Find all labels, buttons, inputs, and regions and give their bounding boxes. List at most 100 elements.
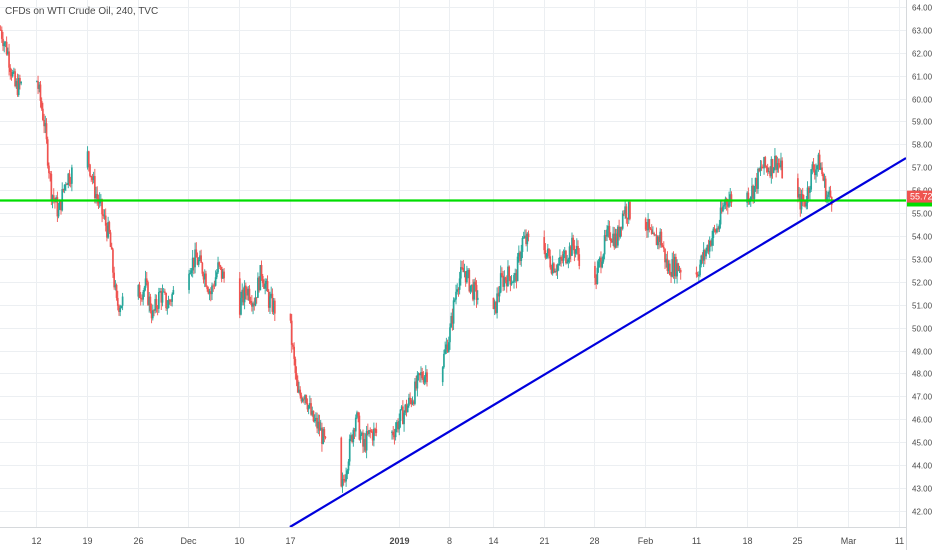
candle-body[interactable] [445,344,448,350]
candle-body[interactable] [160,291,163,303]
candle-body[interactable] [205,273,207,287]
candle-body[interactable] [771,159,774,173]
candle-body[interactable] [374,428,376,430]
candle-body[interactable] [8,51,10,68]
candle-body[interactable] [816,165,819,170]
candle-body[interactable] [823,178,826,181]
candle-body[interactable] [90,175,93,178]
candle-body[interactable] [719,207,722,225]
candle-body[interactable] [520,251,523,261]
candle-body[interactable] [514,273,517,276]
candle-body[interactable] [42,108,44,120]
candle-body[interactable] [159,291,161,293]
candle-body[interactable] [191,257,194,271]
candle-body[interactable] [321,427,323,444]
candle-body[interactable] [806,187,809,203]
candle-body[interactable] [602,254,605,262]
candle-body[interactable] [653,233,655,235]
candle-body[interactable] [496,293,498,313]
candle-body[interactable] [4,41,7,44]
candle-body[interactable] [293,346,295,359]
candle-body[interactable] [569,246,572,256]
candle-body[interactable] [5,41,8,55]
candle-body[interactable] [597,261,600,268]
candle-body[interactable] [702,250,705,261]
candle-body[interactable] [363,439,366,447]
candle-body[interactable] [492,297,495,309]
candle-body[interactable] [758,168,761,172]
candle-body[interactable] [495,301,497,313]
candle-body[interactable] [269,296,271,308]
candle-body[interactable] [39,84,42,101]
candle-body[interactable] [422,378,425,383]
candle-body[interactable] [621,213,624,229]
candle-body[interactable] [16,81,19,95]
candle-body[interactable] [775,155,777,170]
candle-body[interactable] [817,154,820,166]
candle-body[interactable] [48,165,50,174]
candle-body[interactable] [66,184,68,186]
candle-body[interactable] [764,157,767,167]
candle-body[interactable] [113,272,116,288]
candle-body[interactable] [150,310,153,319]
candle-body[interactable] [423,376,426,383]
candle-body[interactable] [724,198,727,206]
candle-body[interactable] [707,245,710,252]
candle-body[interactable] [665,258,668,263]
candle-body[interactable] [762,167,764,169]
candle-body[interactable] [819,167,822,170]
candle-body[interactable] [116,297,119,306]
candle-body[interactable] [456,289,459,292]
candle-body[interactable] [799,194,802,210]
candle-body[interactable] [563,250,566,255]
candle-body[interactable] [109,232,112,247]
candle-body[interactable] [348,438,351,462]
candle-body[interactable] [658,236,660,242]
candle-body[interactable] [299,389,302,396]
candle-body[interactable] [729,194,732,200]
candle-body[interactable] [766,167,769,172]
candle-body[interactable] [751,185,753,197]
candle-body[interactable] [211,285,213,295]
candle-body[interactable] [611,240,613,243]
candle-body[interactable] [714,229,717,233]
candle-body[interactable] [754,178,757,187]
candle-body[interactable] [214,277,217,286]
candle-body[interactable] [527,233,530,238]
candle-body[interactable] [86,151,89,168]
candle-body[interactable] [809,189,811,193]
candle-body[interactable] [395,422,398,429]
candle-body[interactable] [577,245,579,255]
candle-body[interactable] [202,273,205,280]
candle-body[interactable] [38,84,41,89]
candle-body[interactable] [307,405,310,410]
candle-body[interactable] [613,233,616,248]
candle-body[interactable] [421,372,424,379]
candle-body[interactable] [267,291,270,308]
candle-body[interactable] [296,380,299,393]
candle-body[interactable] [553,263,555,273]
candle-body[interactable] [829,190,832,197]
candle-body[interactable] [255,297,258,299]
candle-body[interactable] [801,194,804,201]
candle-body[interactable] [811,164,814,170]
candle-body[interactable] [121,296,124,306]
candle-body[interactable] [138,285,141,298]
candle-body[interactable] [358,415,361,440]
candle-body[interactable] [213,285,216,287]
trend-line[interactable] [289,157,907,528]
candle-body[interactable] [304,395,306,400]
candle-body[interactable] [615,233,618,246]
candle-body[interactable] [470,284,473,286]
candle-body[interactable] [107,222,109,238]
candle-body[interactable] [188,273,190,290]
candle-body[interactable] [757,168,759,189]
candle-body[interactable] [302,398,305,400]
candle-body[interactable] [515,273,518,282]
candle-body[interactable] [507,266,509,287]
candle-body[interactable] [545,253,548,258]
candle-body[interactable] [753,186,756,199]
candle-body[interactable] [153,310,155,312]
candle-body[interactable] [607,225,610,230]
candle-body[interactable] [246,293,248,296]
